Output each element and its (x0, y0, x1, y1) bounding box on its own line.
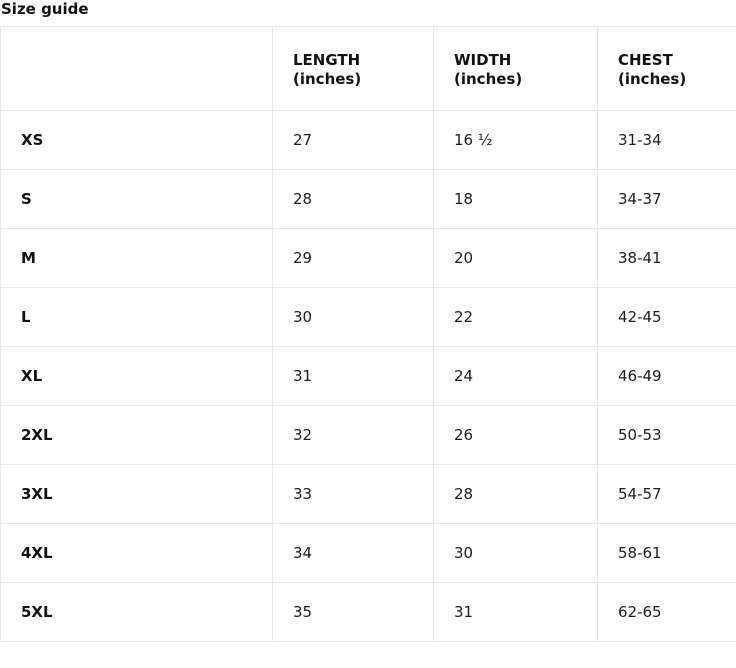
table-body: XS 27 16 ½ 31-34 S 28 18 34-37 M 29 20 3… (0, 110, 736, 642)
table-header-row: LENGTH (inches) WIDTH (inches) CHEST (in… (0, 26, 736, 111)
table-row: XS 27 16 ½ 31-34 (0, 110, 736, 170)
column-header-size (0, 26, 273, 111)
cell-width: 22 (433, 287, 598, 347)
cell-size: XL (0, 346, 273, 406)
cell-chest: 31-34 (597, 110, 736, 170)
size-guide-table-container: LENGTH (inches) WIDTH (inches) CHEST (in… (0, 26, 736, 642)
cell-length: 30 (272, 287, 434, 347)
cell-length: 28 (272, 169, 434, 229)
cell-width: 30 (433, 523, 598, 583)
cell-size: XS (0, 110, 273, 170)
cell-length: 35 (272, 582, 434, 642)
cell-width: 26 (433, 405, 598, 465)
column-header-length: LENGTH (inches) (272, 26, 434, 111)
cell-chest: 46-49 (597, 346, 736, 406)
cell-chest: 42-45 (597, 287, 736, 347)
cell-chest: 50-53 (597, 405, 736, 465)
cell-chest: 58-61 (597, 523, 736, 583)
cell-size: 5XL (0, 582, 273, 642)
cell-length: 33 (272, 464, 434, 524)
cell-chest: 34-37 (597, 169, 736, 229)
cell-size: 3XL (0, 464, 273, 524)
cell-size: L (0, 287, 273, 347)
column-header-width: WIDTH (inches) (433, 26, 598, 111)
cell-width: 24 (433, 346, 598, 406)
table-row: 5XL 35 31 62-65 (0, 582, 736, 642)
cell-chest: 38-41 (597, 228, 736, 288)
cell-width: 20 (433, 228, 598, 288)
table-row: L 30 22 42-45 (0, 287, 736, 347)
column-header-chest: CHEST (inches) (597, 26, 736, 111)
column-header-width-unit: (inches) (454, 69, 523, 88)
table-row: 3XL 33 28 54-57 (0, 464, 736, 524)
cell-chest: 54-57 (597, 464, 736, 524)
cell-length: 29 (272, 228, 434, 288)
table-row: 2XL 32 26 50-53 (0, 405, 736, 465)
cell-size: S (0, 169, 273, 229)
cell-length: 27 (272, 110, 434, 170)
page-title: Size guide (1, 0, 89, 18)
cell-size: M (0, 228, 273, 288)
cell-width: 18 (433, 169, 598, 229)
cell-length: 31 (272, 346, 434, 406)
table-row: XL 31 24 46-49 (0, 346, 736, 406)
cell-length: 34 (272, 523, 434, 583)
column-header-length-unit: (inches) (293, 69, 362, 88)
table-header: LENGTH (inches) WIDTH (inches) CHEST (in… (0, 26, 736, 111)
column-header-chest-unit: (inches) (618, 69, 687, 88)
table-row: S 28 18 34-37 (0, 169, 736, 229)
cell-width: 28 (433, 464, 598, 524)
cell-size: 4XL (0, 523, 273, 583)
size-guide-table: LENGTH (inches) WIDTH (inches) CHEST (in… (0, 26, 736, 642)
cell-length: 32 (272, 405, 434, 465)
table-row: 4XL 34 30 58-61 (0, 523, 736, 583)
cell-size: 2XL (0, 405, 273, 465)
column-header-length-label: LENGTH (293, 50, 361, 69)
cell-width: 16 ½ (433, 110, 598, 170)
table-row: M 29 20 38-41 (0, 228, 736, 288)
cell-width: 31 (433, 582, 598, 642)
column-header-width-label: WIDTH (454, 50, 512, 69)
cell-chest: 62-65 (597, 582, 736, 642)
column-header-chest-label: CHEST (618, 50, 673, 69)
